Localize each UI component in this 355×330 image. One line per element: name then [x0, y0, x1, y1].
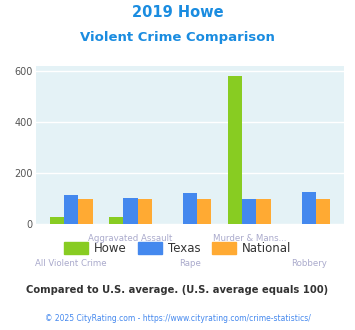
Bar [109, 217, 124, 224]
Bar [228, 76, 242, 224]
Legend: Howe, Texas, National: Howe, Texas, National [59, 237, 296, 260]
Text: 2019 Howe: 2019 Howe [132, 5, 223, 20]
Text: Compared to U.S. average. (U.S. average equals 100): Compared to U.S. average. (U.S. average … [26, 285, 329, 295]
Bar [138, 199, 152, 224]
Bar [197, 199, 211, 224]
Text: Violent Crime Comparison: Violent Crime Comparison [80, 31, 275, 44]
Bar [316, 199, 330, 224]
Bar [78, 199, 93, 224]
Text: Rape: Rape [179, 259, 201, 268]
Bar [183, 193, 197, 224]
Text: All Violent Crime: All Violent Crime [36, 259, 107, 268]
Bar [256, 199, 271, 224]
Text: Aggravated Assault: Aggravated Assault [88, 234, 173, 243]
Bar [242, 199, 256, 224]
Bar [64, 195, 78, 224]
Bar [50, 217, 64, 224]
Text: © 2025 CityRating.com - https://www.cityrating.com/crime-statistics/: © 2025 CityRating.com - https://www.city… [45, 314, 310, 323]
Bar [302, 192, 316, 224]
Bar [124, 198, 138, 224]
Text: Robbery: Robbery [291, 259, 327, 268]
Text: Murder & Mans...: Murder & Mans... [213, 234, 286, 243]
